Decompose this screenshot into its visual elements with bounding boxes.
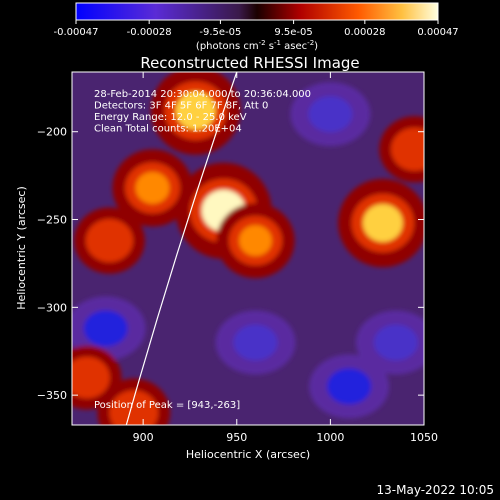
x-tick-label: 1050	[410, 431, 438, 444]
colorbar-units: (photons cm-2 s-1 asec-2)	[196, 39, 318, 52]
y-tick-label: −200	[37, 126, 67, 139]
y-axis-label: Heliocentric Y (arcsec)	[15, 186, 28, 310]
heatmap-image	[72, 72, 424, 425]
bright-region-core	[400, 136, 424, 163]
dark-region	[233, 324, 278, 361]
dark-region	[83, 310, 128, 347]
bright-region-core	[119, 399, 149, 425]
y-tick-label: −350	[37, 389, 67, 402]
colorbar-tick-label: 0.00028	[344, 27, 385, 38]
colorbar-tick-label: 0.00047	[417, 27, 458, 38]
info-line: 28-Feb-2014 20:30:04.000 to 20:36:04.000	[94, 89, 311, 100]
plot-frame	[71, 71, 425, 426]
colorbar-ticks: -0.00047 -0.00028 -9.5e-05 9.5e-05 0.00028 0.…	[54, 20, 459, 38]
y-axis: −200 −250 −300 −350	[37, 126, 424, 402]
timestamp: 13-May-2022 10:05	[377, 483, 494, 497]
peak-position-label: Position of Peak = [943,-263]	[94, 400, 240, 411]
dark-region	[308, 96, 353, 133]
x-tick-label: 950	[226, 431, 247, 444]
colorbar-tick-label: 9.5e-05	[274, 27, 312, 38]
info-line: Clean Total counts: 1.20E+04	[94, 124, 242, 135]
y-tick-label: −250	[37, 214, 67, 227]
x-axis: 900 950 1000 1050	[133, 72, 438, 444]
x-axis-label: Heliocentric X (arcsec)	[186, 448, 310, 461]
chart-title: Reconstructed RHESSI Image	[140, 54, 359, 72]
info-text: 28-Feb-2014 20:30:04.000 to 20:36:04.000…	[94, 89, 311, 135]
info-line: Detectors: 3F 4F 5F 6F 7F 8F, Att 0	[94, 101, 268, 112]
dark-region	[373, 324, 418, 361]
bright-region-core	[95, 227, 124, 254]
x-tick-label: 900	[133, 431, 154, 444]
colorbar	[75, 2, 439, 21]
dark-region	[327, 368, 372, 405]
colorbar-tick-label: -9.5e-05	[199, 27, 241, 38]
bright-region-core	[239, 225, 272, 256]
bright-region-core	[362, 204, 403, 242]
info-line: Energy Range: 12.0 - 25.0 keV	[94, 112, 247, 123]
bright-region-core	[135, 171, 170, 204]
bright-region-core	[73, 365, 101, 390]
bright-region-core	[175, 91, 216, 130]
colorbar-tick-label: -0.00028	[127, 27, 172, 38]
solar-limb-line	[125, 72, 238, 425]
y-tick-label: −300	[37, 301, 67, 314]
colorbar-tick-label: -0.00047	[54, 27, 99, 38]
x-tick-label: 1000	[316, 431, 344, 444]
